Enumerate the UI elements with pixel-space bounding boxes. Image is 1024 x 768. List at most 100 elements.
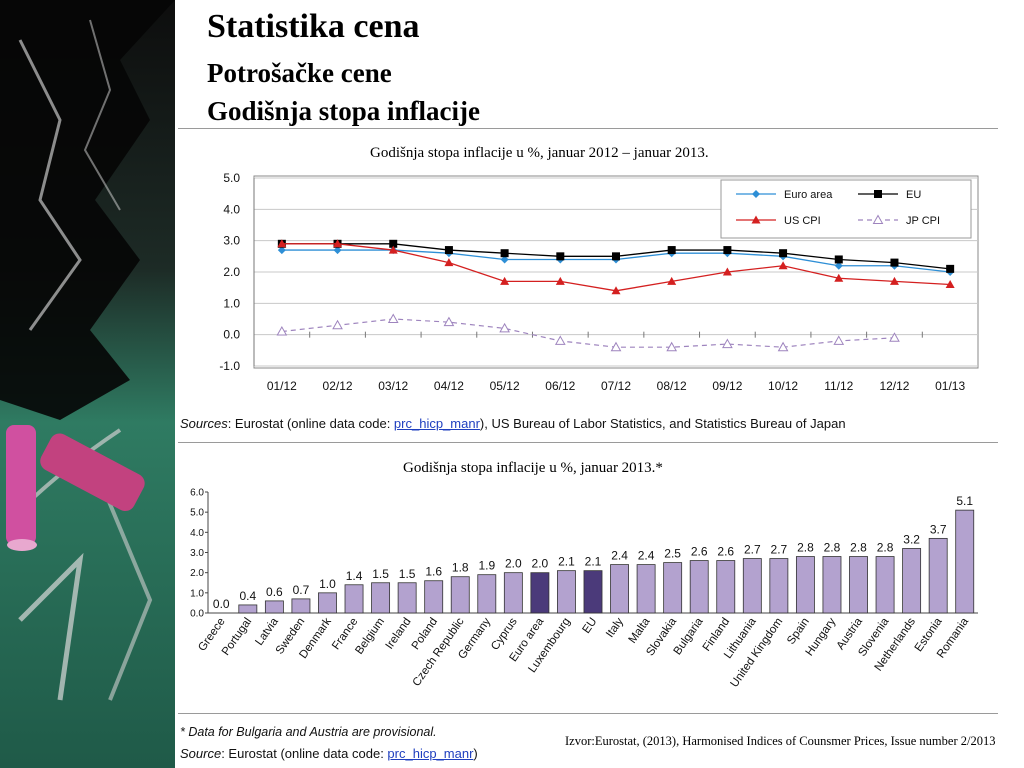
- bar-estonia: [928, 537, 948, 614]
- bar-slovenia: [875, 556, 895, 614]
- bar-value-label: 3.2: [903, 532, 920, 546]
- y-tick-label: 5.0: [223, 171, 240, 185]
- bar-finland: [716, 560, 736, 614]
- data-point: [667, 246, 676, 255]
- chart2-caption: Godišnja stopa inflacije u %, januar 201…: [403, 460, 663, 476]
- x-tick-label: 01/12: [267, 379, 297, 393]
- x-tick-label: 03/12: [378, 379, 408, 393]
- data-point: [276, 326, 288, 336]
- y-tick-label: 4.0: [223, 202, 240, 216]
- y-tick-label: 4.0: [190, 528, 204, 539]
- bar-malta: [636, 564, 656, 614]
- bar-slovakia: [663, 562, 683, 614]
- y-tick-label: -1.0: [219, 359, 240, 373]
- data-point: [500, 276, 510, 285]
- data-point: [443, 316, 455, 327]
- category-label: Latvia: [253, 615, 281, 648]
- bar-portugal: [238, 604, 258, 614]
- bar-value-label: 2.4: [611, 549, 628, 563]
- bar-value-label: 0.4: [239, 589, 256, 603]
- data-point: [388, 245, 398, 254]
- bar-chart-inflation-2013: 6.05.04.03.02.01.00.00.0Greece0.4Portuga…: [190, 488, 978, 690]
- y-tick-label: 0.0: [190, 609, 204, 620]
- legend-item: JP CPI: [858, 214, 940, 227]
- data-point: [499, 322, 510, 333]
- bar-value-label: 3.7: [930, 522, 947, 536]
- data-point: [890, 258, 899, 267]
- bar-germany: [477, 574, 497, 614]
- top-divider: [178, 128, 998, 129]
- chart1-caption: Godišnja stopa inflacije u %, januar 201…: [370, 145, 709, 161]
- chart2-note-text: * Data for Bulgaria and Austria are prov…: [180, 725, 437, 739]
- category-label: EU: [580, 616, 599, 636]
- data-point: [667, 276, 677, 285]
- data-point: [387, 313, 399, 323]
- bar-ireland: [397, 582, 417, 614]
- data-point: [333, 239, 343, 248]
- bar-value-label: 2.4: [638, 549, 655, 563]
- data-point: [779, 249, 788, 258]
- x-tick-label: 05/12: [490, 379, 520, 393]
- bar-latvia: [264, 600, 284, 614]
- y-tick-label: 6.0: [190, 488, 204, 499]
- x-tick-label: 01/13: [935, 379, 965, 393]
- chart2-source: Source: Eurostat (online data code: prc_…: [180, 746, 478, 761]
- chart2-source-text2: ): [473, 746, 478, 761]
- y-tick-label: 1.0: [190, 588, 204, 599]
- data-point: [833, 335, 845, 345]
- chart2-source-link[interactable]: prc_hicp_manr: [387, 746, 474, 761]
- bar-value-label: 2.7: [744, 543, 761, 557]
- data-point: [444, 258, 454, 267]
- bar-poland: [424, 580, 444, 614]
- page-subtitle-1: Potrošačke cene: [207, 58, 392, 88]
- series-line: [281, 318, 895, 348]
- data-point: [389, 239, 398, 248]
- bar-value-label: 2.8: [797, 541, 814, 555]
- bar-value-label: 2.1: [585, 555, 602, 569]
- data-point: [889, 332, 900, 342]
- bar-bulgaria: [689, 560, 709, 614]
- bar-value-label: 2.8: [850, 541, 867, 555]
- data-point: [752, 190, 760, 198]
- data-point: [722, 338, 733, 349]
- chart1-source-label: Sources: [180, 416, 228, 431]
- legend-label: EU: [906, 189, 921, 201]
- bar-value-label: 1.4: [346, 569, 363, 583]
- bar-value-label: 0.7: [293, 583, 310, 597]
- x-tick-label: 12/12: [879, 379, 909, 393]
- x-tick-label: 04/12: [434, 379, 464, 393]
- bar-value-label: 2.7: [771, 543, 788, 557]
- series-jp-cpi: [276, 313, 900, 352]
- data-point: [889, 276, 899, 285]
- line-chart-inflation: 5.0 4.0 3.0 2.0 1.0 0.0 -1.0 01/12 02/12 03/12 04/…: [219, 171, 979, 393]
- bar-value-label: 5.1: [956, 494, 973, 508]
- data-point: [834, 255, 843, 264]
- chart1-source-link[interactable]: prc_hicp_manr: [393, 416, 480, 431]
- data-point: [834, 261, 843, 270]
- data-point: [554, 335, 566, 345]
- legend-item: EU: [858, 189, 921, 201]
- data-point: [444, 246, 453, 255]
- data-point: [332, 319, 343, 330]
- bar-value-label: 1.6: [425, 565, 442, 579]
- category-label: Italy: [604, 616, 626, 640]
- bar-value-label: 2.1: [558, 555, 575, 569]
- chart1-source-text1: : Eurostat (online data code:: [227, 416, 394, 431]
- y-tick-label: 3.0: [223, 234, 240, 248]
- legend-item: US CPI: [736, 215, 821, 227]
- chart2-source-label: Source: [180, 746, 222, 761]
- bar-value-label: 2.0: [505, 557, 522, 571]
- data-point: [555, 276, 565, 285]
- chalkboard-decoration: [0, 0, 175, 768]
- chart1-source-text2: ), US Bureau of Labor Statistics, and St…: [479, 416, 846, 431]
- bar-value-label: 2.5: [664, 547, 681, 561]
- data-point: [666, 341, 678, 352]
- page-title: Statistika cena: [207, 8, 420, 45]
- bar-value-label: 0.6: [266, 585, 283, 599]
- legend-box: [720, 179, 972, 239]
- data-point: [611, 286, 621, 295]
- data-point: [834, 273, 844, 282]
- data-point: [277, 239, 287, 248]
- y-tick-label: 1.0: [223, 296, 240, 310]
- bar-lithuania: [742, 558, 762, 614]
